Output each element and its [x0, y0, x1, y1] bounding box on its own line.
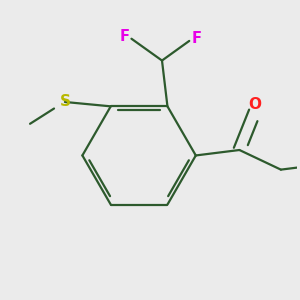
Text: O: O	[249, 97, 262, 112]
Text: F: F	[119, 29, 129, 44]
Text: F: F	[191, 31, 201, 46]
Text: S: S	[59, 94, 70, 110]
